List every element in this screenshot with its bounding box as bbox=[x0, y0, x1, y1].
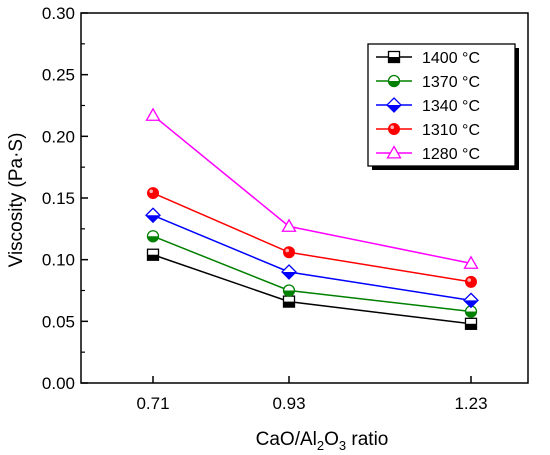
x-axis-title-main: CaO/Al bbox=[256, 429, 317, 450]
series-3 bbox=[147, 187, 477, 288]
legend-marker-shine bbox=[390, 125, 395, 129]
data-point bbox=[283, 246, 295, 259]
data-point-fill bbox=[464, 300, 478, 308]
data-point bbox=[465, 275, 477, 288]
legend: 1400 °C 1370 °C 1340 °C 1310 °C 1280 °C bbox=[367, 43, 519, 170]
x-tick-label: 0.71 bbox=[136, 394, 169, 413]
data-point-shine bbox=[285, 248, 290, 253]
y-tick-label: 0.00 bbox=[42, 374, 75, 393]
data-point-shine bbox=[149, 189, 153, 194]
x-axis-title-sub1: 2 bbox=[317, 438, 324, 453]
legend-marker bbox=[386, 145, 402, 159]
x-axis-title-sub2: 3 bbox=[339, 438, 346, 453]
data-point bbox=[145, 107, 161, 121]
legend-marker-fill bbox=[388, 57, 400, 63]
series-1 bbox=[146, 230, 478, 318]
data-point bbox=[147, 187, 159, 200]
data-point bbox=[281, 218, 297, 232]
legend-label: 1340 °C bbox=[422, 98, 480, 115]
legend-marker bbox=[388, 123, 400, 135]
series-2 bbox=[145, 207, 479, 309]
series-0 bbox=[146, 248, 478, 330]
data-point-fill bbox=[282, 272, 296, 279]
y-tick-label: 0.15 bbox=[42, 189, 75, 208]
series-line bbox=[152, 192, 472, 283]
axes: 0.00 0.05 0.10 0.15 0.20 0.25 0.30 0.71 0.93 1.23 bbox=[42, 4, 529, 413]
y-tick-label: 0.20 bbox=[42, 127, 75, 146]
x-axis-title: CaO/Al2O3 ratio bbox=[256, 429, 389, 453]
data-point-fill bbox=[147, 236, 159, 242]
legend-label: 1280 °C bbox=[422, 146, 480, 163]
data-point-fill bbox=[465, 323, 477, 330]
y-axis-title: Viscosity (Pa·S) bbox=[6, 133, 27, 268]
y-tick-label: 0.25 bbox=[42, 66, 75, 85]
data-point-fill bbox=[283, 301, 295, 308]
x-tick-label: 1.23 bbox=[454, 394, 487, 413]
data-point bbox=[463, 255, 479, 269]
legend-label: 1310 °C bbox=[422, 122, 480, 139]
legend-label: 1370 °C bbox=[422, 74, 480, 91]
series-4 bbox=[145, 107, 479, 269]
x-axis-title-mid: O bbox=[324, 429, 339, 450]
series-line bbox=[152, 254, 472, 325]
legend-label: 1400 °C bbox=[422, 50, 480, 67]
data-point-shine bbox=[467, 278, 472, 282]
x-axis-title-tail: ratio bbox=[346, 429, 388, 450]
y-tick-label: 0.05 bbox=[42, 312, 75, 331]
legend-marker-fill bbox=[387, 105, 401, 112]
y-tick-label: 0.30 bbox=[42, 4, 75, 23]
data-point-fill bbox=[147, 254, 159, 261]
x-tick-label: 0.93 bbox=[272, 394, 305, 413]
data-point-fill bbox=[146, 215, 160, 223]
legend-marker-fill bbox=[388, 81, 400, 87]
data-point-fill bbox=[283, 290, 295, 296]
data-point-fill bbox=[465, 311, 477, 317]
plot-area bbox=[145, 107, 479, 330]
y-tick-label: 0.10 bbox=[42, 251, 75, 270]
series-line bbox=[152, 214, 472, 302]
